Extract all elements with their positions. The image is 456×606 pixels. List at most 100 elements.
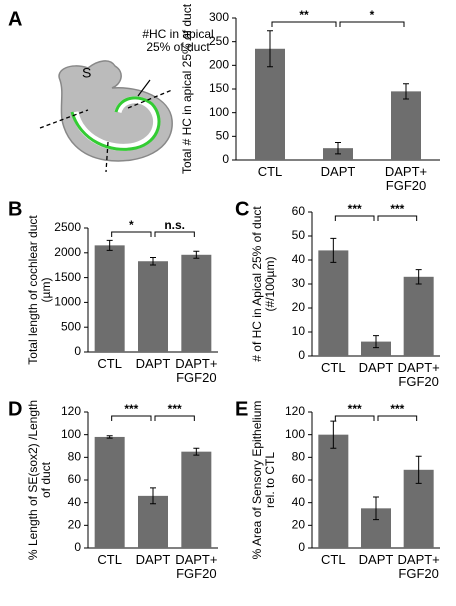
error-bar (150, 257, 156, 266)
bar (94, 436, 125, 548)
x-tick-label-box: DAPT (136, 553, 171, 567)
diagram-label: #HC in apical 25% of duct (142, 28, 214, 55)
x-tick-label: DAPT (358, 553, 394, 567)
y-tick-label: 40 (292, 495, 306, 509)
y-tick-label: 80 (68, 450, 82, 464)
bar (181, 451, 212, 548)
significance-bracket (154, 415, 195, 421)
x-tick-label-box: DAPT (358, 361, 394, 375)
x-tick-label-box: CTL (321, 553, 346, 567)
y-label-box: Total # HC in apical 25% of duct (180, 3, 195, 175)
error-bar (267, 30, 273, 68)
x-tick-label-box: DAPT (321, 165, 356, 179)
y-tick-label: 2000 (54, 245, 81, 259)
y-tick-label: 2500 (54, 220, 81, 234)
panel-letter: B (8, 198, 22, 220)
y-tick-label: 500 (61, 319, 81, 333)
x-tick-label: CTL (321, 361, 346, 375)
y-tick-label: 1500 (54, 270, 81, 284)
x-tick-label: DAPT+ FGF20 (384, 165, 428, 194)
bar (361, 341, 391, 356)
panel-letter: C (235, 198, 249, 220)
panel-letter: A (8, 8, 22, 30)
y-tick-label: 0 (298, 540, 305, 554)
y-label-box: # of HC in Apical 25% of duct (#/100µm) (249, 206, 277, 362)
bar (391, 91, 421, 160)
significance-label: * (370, 8, 375, 22)
x-tick-label: DAPT+ FGF20 (175, 553, 218, 582)
error-bar (330, 420, 337, 449)
panel-letter: D (8, 398, 22, 420)
y-label-box: Total length of cochlear duct (µm) (25, 215, 53, 365)
y-axis-title: % Area of Sensory Epithelium rel. to CTL (249, 400, 277, 560)
y-tick-label: 60 (68, 472, 82, 486)
panel-letter: E (235, 398, 248, 420)
y-label: % Length of SE(sox2) /Length of duct (25, 399, 53, 561)
x-tick-label-box: DAPT+ FGF20 (175, 553, 218, 582)
x-tick-label: CTL (257, 165, 283, 179)
significance-bracket (111, 231, 152, 237)
y-tick-label: 0 (222, 152, 229, 166)
diagram-label-box: #HC in apical 25% of duct (142, 28, 214, 55)
x-tick-label: CTL (97, 357, 122, 371)
y-tick-label: 250 (209, 34, 229, 48)
y-axis-title: Total # HC in apical 25% of duct (180, 3, 195, 175)
significance-label: *** (348, 202, 362, 216)
significance-bracket (271, 21, 337, 27)
x-tick-label: CTL (321, 553, 346, 567)
error-bar (403, 83, 409, 100)
y-axis-title: % Length of SE(sox2) /Length of duct (25, 399, 53, 561)
error-bar (106, 239, 113, 251)
error-bar (335, 141, 341, 155)
y-tick-label: 100 (209, 105, 229, 119)
error-bar (193, 250, 200, 259)
y-tick-label: 120 (61, 404, 81, 418)
x-tick-label-box: CTL (321, 361, 346, 375)
significance-label: *** (168, 402, 182, 416)
y-label: % Area of Sensory Epithelium rel. to CTL (249, 400, 277, 560)
y-axis-title: # of HC in Apical 25% of duct (#/100µm) (249, 206, 277, 362)
error-bar (373, 496, 379, 521)
y-tick-label: 1000 (54, 295, 81, 309)
error-bar (415, 455, 422, 484)
significance-bracket (339, 21, 405, 27)
y-tick-label: 150 (209, 81, 229, 95)
error-bar (415, 269, 422, 285)
y-tick-label: 100 (285, 427, 305, 441)
x-tick-label-box: DAPT (358, 553, 394, 567)
x-tick-label-box: CTL (97, 553, 122, 567)
y-label: Total # HC in apical 25% of duct (180, 3, 195, 175)
bar (138, 495, 168, 548)
error-bar (330, 237, 337, 263)
y-tick-label: 300 (209, 10, 229, 24)
y-tick-label: 50 (292, 228, 306, 242)
significance-bracket (377, 415, 418, 421)
y-label-box: % Length of SE(sox2) /Length of duct (25, 399, 53, 561)
y-tick-label: 100 (61, 427, 81, 441)
significance-bracket (154, 231, 195, 237)
error-bar (106, 435, 113, 439)
y-tick-label: 20 (292, 300, 306, 314)
significance-label: *** (390, 402, 404, 416)
bar (403, 276, 434, 356)
y-axis-title: Total length of cochlear duct (µm) (25, 215, 53, 365)
bar (318, 250, 349, 356)
x-tick-label: DAPT (358, 361, 394, 375)
y-label: Total length of cochlear duct (µm) (25, 215, 53, 365)
y-tick-label: 0 (298, 348, 305, 362)
y-tick-label: 40 (292, 252, 306, 266)
y-tick-label: 50 (216, 129, 230, 143)
bar (255, 48, 285, 161)
significance-bracket (334, 215, 375, 221)
significance-bracket (334, 415, 375, 421)
x-tick-label-box: CTL (97, 357, 122, 371)
y-tick-label: 40 (68, 495, 82, 509)
y-label-box: % Area of Sensory Epithelium rel. to CTL (249, 400, 277, 560)
significance-bracket (111, 415, 152, 421)
x-tick-label-box: CTL (257, 165, 283, 179)
significance-bracket (377, 215, 418, 221)
x-tick-label: CTL (97, 553, 122, 567)
y-tick-label: 10 (292, 324, 306, 338)
significance-label: ** (299, 8, 309, 22)
